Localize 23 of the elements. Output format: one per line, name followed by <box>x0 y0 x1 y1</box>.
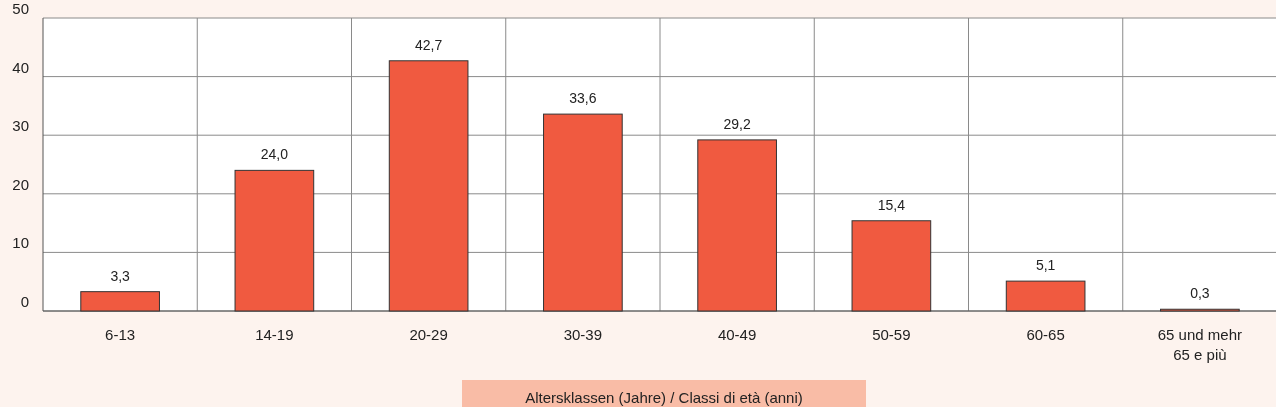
y-tick-label: 0 <box>20 293 29 310</box>
data-label: 3,3 <box>110 267 131 284</box>
x-tick-label: 50-59 <box>872 326 911 343</box>
data-label: 29,2 <box>723 115 751 132</box>
data-label: 42,7 <box>415 36 443 53</box>
data-label: 15,4 <box>877 196 906 213</box>
x-tick-label: 60-65 <box>1026 326 1065 343</box>
y-tick-label: 50 <box>12 0 29 17</box>
data-label: 5,1 <box>1035 257 1056 274</box>
x-tick-label: 14-19 <box>255 326 294 343</box>
x-tick-label: 30-39 <box>563 326 603 343</box>
x-tick-label: 65 und mehr 65 e più <box>1157 326 1242 363</box>
y-tick-label: 30 <box>12 117 29 135</box>
y-tick-label: 20 <box>12 175 29 193</box>
x-tick-label: 20-29 <box>409 326 448 343</box>
x-axis-title: Altersklassen (Jahre) / Classi di età (anni) <box>525 389 803 406</box>
data-label: 0,3 <box>1190 285 1210 302</box>
x-tick-label: 40-49 <box>717 326 757 343</box>
data-label: 33,6 <box>569 90 597 107</box>
y-tick-label: 10 <box>12 234 29 252</box>
y-tick-label: 40 <box>12 58 29 76</box>
x-tick-label: 6-13 <box>105 326 136 343</box>
data-label: 24,0 <box>260 146 289 163</box>
